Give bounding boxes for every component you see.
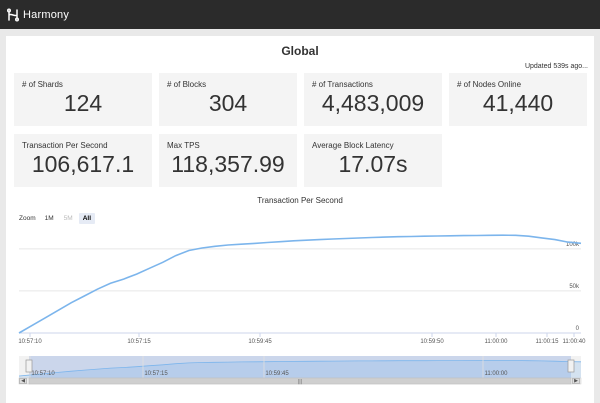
x-tick-label: 11:00:40	[563, 339, 587, 345]
series-line	[18, 234, 582, 334]
navigator-tick-label: 11:00:00	[485, 371, 509, 377]
zoom-label: Zoom	[19, 215, 36, 222]
stat-value: 41,440	[482, 90, 554, 116]
stat-transactions: # of Transactions 4,483,009	[304, 73, 442, 126]
scrollbar-grip-icon: |||	[297, 379, 302, 385]
stat-label: # of Blocks	[167, 80, 207, 89]
stat-value: 106,617.1	[31, 151, 135, 177]
navigator-selection	[29, 356, 571, 378]
x-tick-label: 10:57:10	[18, 339, 42, 345]
stat-value: 124	[63, 90, 103, 116]
y-tick-label: 50k	[569, 284, 580, 290]
x-tick-label: 10:57:15	[127, 339, 151, 345]
x-tick-label: 10:59:50	[420, 339, 444, 345]
harmony-logo-icon	[7, 8, 19, 21]
stat-label: # of Nodes Online	[457, 80, 522, 89]
navigator-handle	[25, 359, 33, 373]
tps-chart[interactable]: 0 50k 100k 10:57:10 10:57:15 10:59:45 10:59:50…	[6, 36, 594, 403]
updated-status: Updated 539s ago...	[524, 63, 588, 70]
global-panel: Global Updated 539s ago... # of Shards 1…	[6, 36, 594, 403]
zoom-all-button[interactable]: All	[78, 213, 95, 224]
stat-max-tps: Max TPS 118,357.99	[159, 134, 297, 187]
stat-value: 118,357.99	[171, 151, 285, 177]
stat-shards: # of Shards 124	[14, 73, 152, 126]
stat-label: Max TPS	[167, 141, 200, 150]
zoom-1m-button[interactable]: 1M	[44, 215, 54, 222]
stat-nodes-online: # of Nodes Online 41,440	[449, 73, 587, 126]
y-tick-label: 100k	[566, 242, 580, 248]
page-title: Global	[281, 44, 319, 58]
brand[interactable]: Harmony	[6, 8, 69, 22]
x-tick-label: 10:59:45	[248, 339, 272, 345]
scrollbar-thumb	[28, 377, 572, 385]
stat-label: # of Transactions	[312, 80, 373, 89]
navigator-series-line	[18, 360, 582, 377]
app-name: Harmony	[23, 8, 70, 21]
stat-label: Average Block Latency	[312, 141, 394, 150]
top-bar: Harmony	[0, 0, 600, 29]
x-tick-label: 11:00:00	[485, 339, 509, 345]
stat-tps: Transaction Per Second 106,617.1	[14, 134, 152, 187]
stat-label: # of Shards	[22, 80, 63, 89]
y-tick-label: 0	[576, 326, 580, 332]
stat-value: 304	[208, 90, 248, 116]
navigator-tick-label: 10:57:10	[31, 371, 55, 377]
scrollbar-left-button[interactable]: ◀	[19, 378, 27, 384]
stat-blocks: # of Blocks 304	[159, 73, 297, 126]
zoom-5m-button[interactable]: 5M	[63, 215, 73, 222]
navigator-tick-label: 10:57:15	[144, 371, 168, 377]
stat-label: Transaction Per Second	[22, 141, 108, 150]
navigator-tick-label: 10:59:45	[265, 371, 289, 377]
stat-value: 4,483,009	[321, 90, 425, 116]
scrollbar-right-button[interactable]: ▶	[572, 378, 580, 384]
stat-block-latency: Average Block Latency 17.07s	[304, 134, 442, 187]
navigator-handle	[567, 359, 575, 373]
x-tick-label: 11:00:15	[536, 339, 560, 345]
chart-title: Transaction Per Second	[257, 196, 343, 205]
zoom-controls: Zoom 1M 5M All	[19, 213, 97, 224]
navigator-series-area	[19, 360, 581, 378]
stat-value: 17.07s	[338, 151, 408, 177]
